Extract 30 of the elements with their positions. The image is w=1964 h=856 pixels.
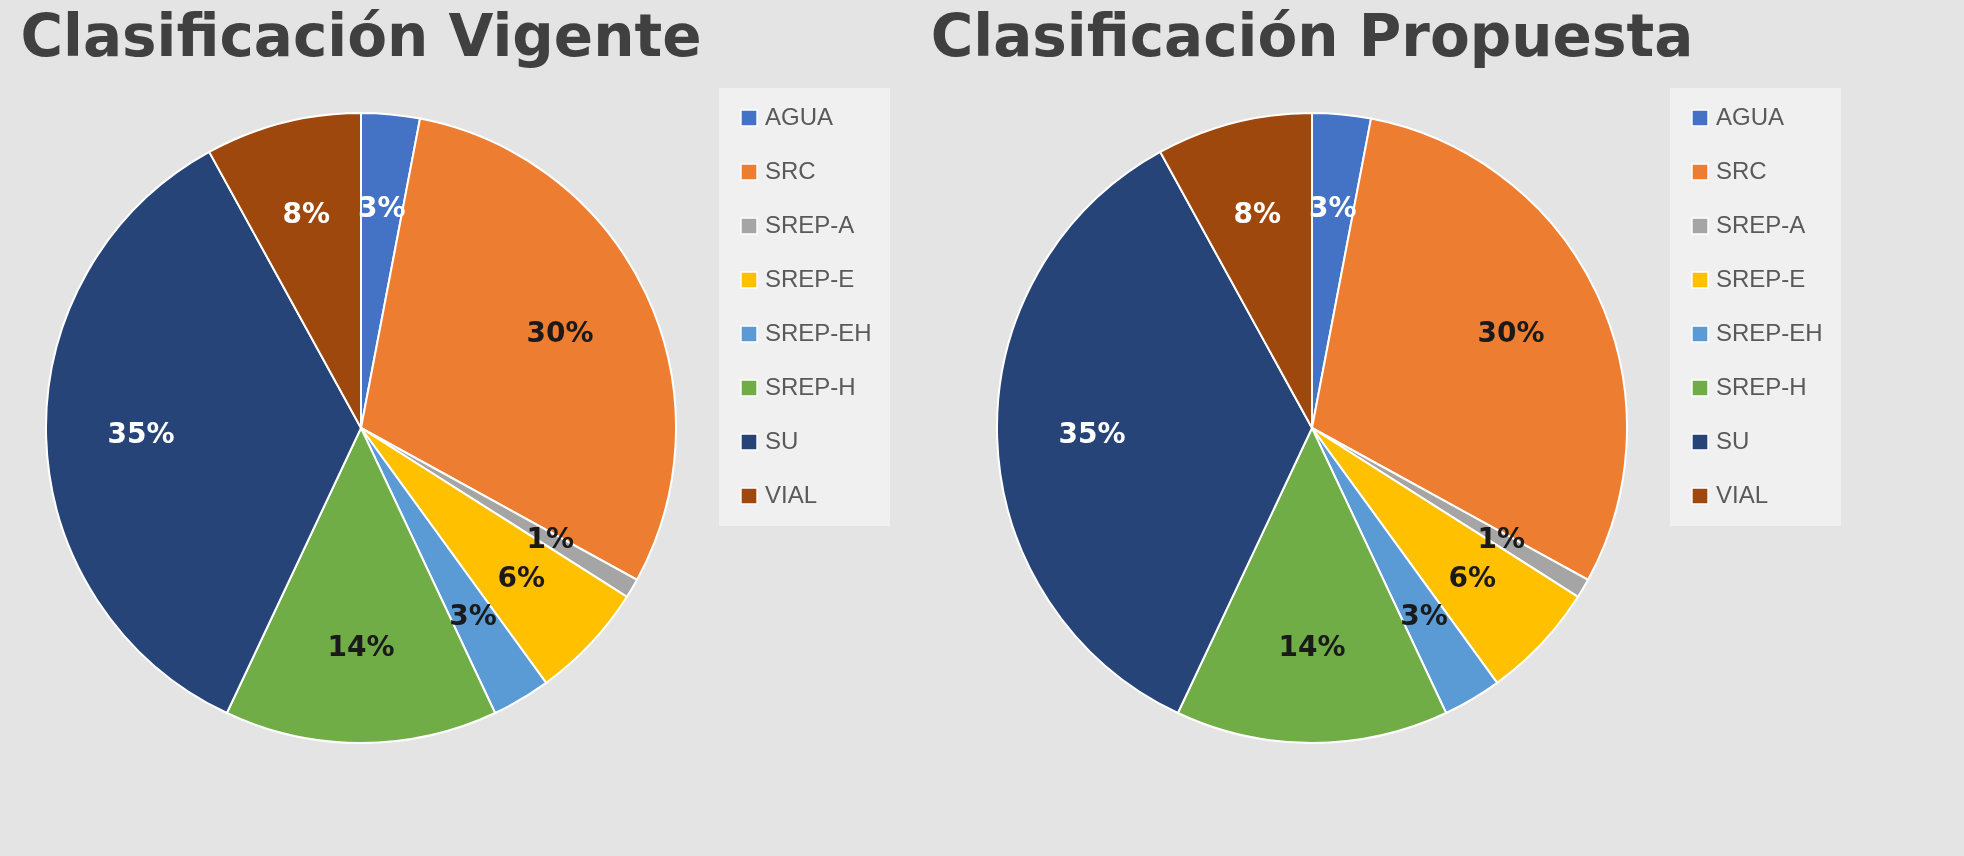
data-label: 30% [526, 316, 594, 350]
legend-label: SREP-H [765, 373, 856, 400]
data-label: 30% [1477, 316, 1545, 350]
legend-label: SREP-E [1716, 265, 1806, 292]
legend-label: SREP-A [765, 211, 855, 238]
data-label: 3% [1400, 599, 1448, 633]
legend-label: SREP-H [1716, 373, 1807, 400]
data-label: 14% [1278, 630, 1346, 663]
legend-label: SRC [1716, 157, 1767, 184]
legend-label: VIAL [765, 481, 818, 508]
legend-label: SREP-EH [765, 319, 872, 346]
legend-label: VIAL [1716, 481, 1769, 508]
chart-title: Clasificación Vigente [20, 2, 702, 70]
data-label: 6% [1448, 560, 1497, 594]
legend-label: AGUA [1716, 103, 1785, 130]
legend-label: SU [1716, 427, 1750, 454]
legend-label: SRC [765, 157, 816, 184]
chart-title: Clasificación Propuesta [930, 2, 1694, 70]
legend-label: SREP-A [1716, 211, 1806, 238]
data-label: 35% [1058, 416, 1126, 450]
data-label: 6% [497, 560, 546, 594]
legend-label: SREP-EH [1716, 319, 1823, 346]
legend-label: SREP-E [765, 265, 855, 292]
legend-label: SU [765, 427, 799, 454]
legend-label: AGUA [765, 103, 834, 130]
data-label: 8% [282, 196, 331, 230]
data-label: 3% [449, 599, 497, 633]
data-label: 14% [327, 630, 395, 663]
data-label: 8% [1233, 196, 1282, 230]
data-label: 35% [107, 416, 175, 450]
